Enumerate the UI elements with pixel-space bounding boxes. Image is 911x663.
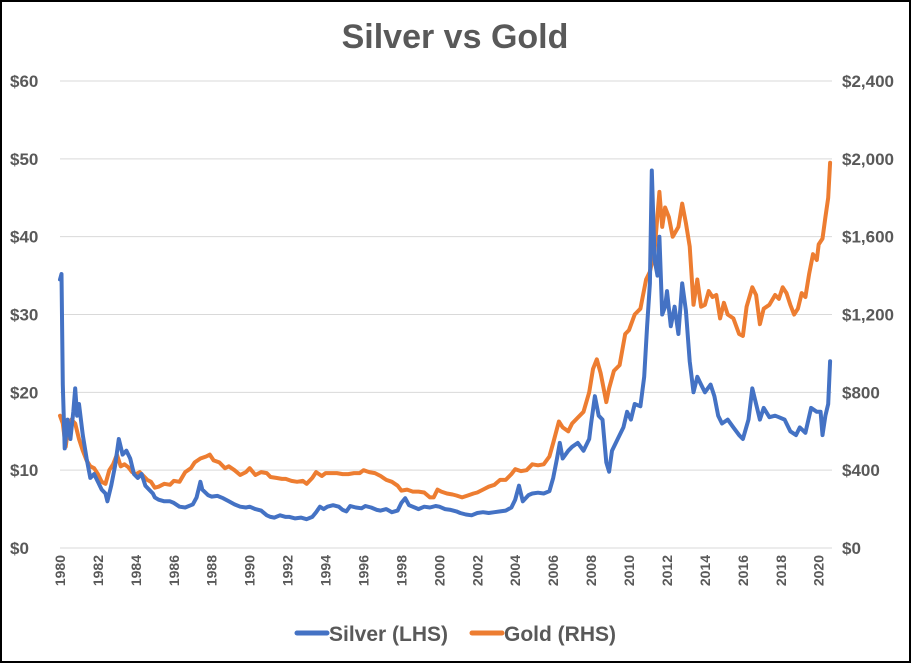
y-right-tick-label: $800 [842, 383, 880, 402]
x-tick-label: 2010 [621, 555, 637, 586]
y-right-tick-label: $1,200 [842, 306, 894, 325]
legend-label: Gold (RHS) [504, 623, 616, 646]
x-tick-label: 2018 [773, 555, 789, 586]
chart-title: Silver vs Gold [342, 18, 569, 56]
y-right-tick-label: $2,400 [842, 72, 894, 91]
x-tick-label: 1996 [355, 555, 371, 586]
x-tick-label: 2012 [659, 555, 675, 586]
y-left-tick-label: $60 [10, 72, 38, 91]
x-tick-label: 2002 [469, 555, 485, 586]
x-tick-label: 1998 [393, 555, 409, 586]
y-right-tick-label: $2,000 [842, 150, 894, 169]
series-lines [58, 160, 833, 522]
y-left-tick-label: $50 [10, 150, 38, 169]
series-line-silver [58, 168, 833, 522]
legend-label: Silver (LHS) [329, 623, 448, 646]
x-tick-label: 2000 [431, 555, 447, 586]
y-right-tick-label: $1,600 [842, 228, 894, 247]
x-tick-label: 1994 [318, 555, 334, 586]
x-tick-label: 1990 [242, 555, 258, 586]
x-tick-label: 2006 [545, 555, 561, 586]
x-tick-label: 2020 [811, 555, 827, 586]
y-left-tick-label: $40 [10, 228, 38, 247]
x-tick-label: 1986 [166, 555, 182, 586]
x-tick-label: 2004 [507, 555, 523, 586]
y-axis-right: $0 $400 $800 $1,200 $1,600 $2,000 $2,400 [842, 72, 894, 558]
x-tick-label: 1980 [52, 555, 68, 586]
x-tick-label: 1982 [90, 555, 106, 586]
y-right-tick-label: $0 [842, 539, 861, 558]
x-tick-label: 2014 [697, 555, 713, 586]
x-axis: 1980 1982 1984 1986 1988 1990 1992 1994 1996 1998… [52, 555, 827, 586]
y-left-tick-label: $10 [10, 461, 38, 480]
legend: Silver (LHS) Gold (RHS) [294, 623, 616, 646]
y-left-tick-label: $0 [10, 539, 29, 558]
y-left-tick-label: $20 [10, 383, 38, 402]
y-left-tick-label: $30 [10, 306, 38, 325]
y-axis-left: $0 $10 $20 $30 $40 $50 $60 [10, 72, 38, 558]
series-line-gold [58, 160, 833, 500]
gridlines [60, 80, 832, 549]
legend-item-gold: Gold (RHS) [469, 623, 616, 646]
y-right-tick-label: $400 [842, 461, 880, 480]
x-tick-label: 2016 [735, 555, 751, 586]
x-tick-label: 1984 [128, 555, 144, 586]
legend-item-silver: Silver (LHS) [294, 623, 448, 646]
x-tick-label: 1988 [204, 555, 220, 586]
x-tick-label: 2008 [583, 555, 599, 586]
x-tick-label: 1992 [280, 555, 296, 586]
